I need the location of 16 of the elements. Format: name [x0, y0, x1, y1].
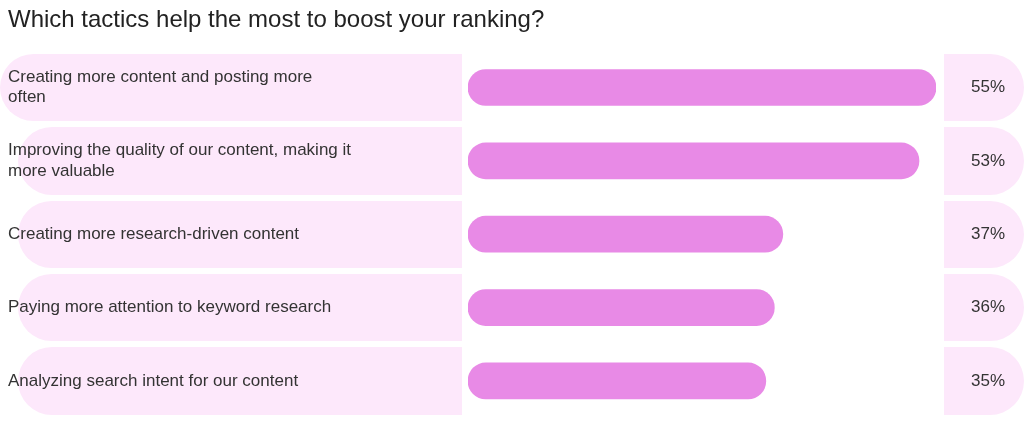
data-label: 36%	[970, 297, 1005, 317]
data-label: 37%	[970, 223, 1005, 243]
y-tick-label: Improving the quality of our content, making it more valuable	[8, 140, 352, 180]
chart-title: Which tactics help the most to boost your ranking?	[8, 5, 545, 33]
data-label: 55%	[970, 77, 1005, 97]
bar	[468, 69, 936, 106]
data-label: 35%	[970, 370, 1005, 390]
y-tick-label: Paying more attention to keyword research	[8, 297, 332, 317]
bar	[468, 362, 767, 400]
y-tick-label: Analyzing search intent for our content	[8, 370, 299, 390]
data-label: 53%	[970, 150, 1005, 170]
y-tick-label: Creating more content and posting more often	[8, 66, 313, 107]
bar	[468, 142, 920, 180]
bar	[468, 215, 784, 253]
y-tick-label: Creating more research-driven content	[8, 223, 300, 243]
bar	[468, 289, 775, 326]
